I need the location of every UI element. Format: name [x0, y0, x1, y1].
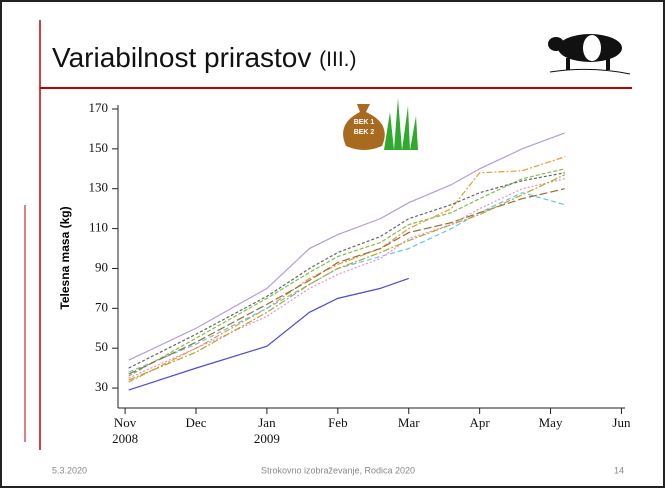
pig-icon: [548, 34, 631, 75]
bag-label: BEK 2: [354, 129, 375, 136]
x-tick-label: Jan 2009: [254, 415, 280, 446]
y-tick-label: 150: [89, 140, 109, 155]
series-line: [128, 168, 565, 377]
x-tick-label: May: [539, 415, 563, 430]
y-tick-label: 70: [95, 299, 108, 314]
x-tick-label: Dec: [186, 415, 207, 430]
footer-page: 14: [614, 465, 624, 475]
grass-icon: [384, 98, 418, 150]
series-line: [128, 192, 565, 373]
y-tick-label: 170: [89, 100, 109, 115]
series-line: [128, 132, 565, 361]
bag-icon: BEK 1 BEK 2: [343, 104, 385, 150]
series-line: [128, 178, 565, 379]
x-tick-label: Apr: [470, 415, 491, 430]
x-tick-label: Mar: [398, 415, 420, 430]
footer-center: Strokovno izobraževanje, Rodica 2020: [261, 465, 415, 475]
y-tick-label: 30: [95, 379, 108, 394]
slide-title: Variabilnost prirastov (III.): [52, 42, 356, 73]
series-line: [128, 277, 409, 391]
x-tick-label: Feb: [328, 415, 348, 430]
y-axis-label: Telesna masa (kg): [58, 206, 72, 309]
y-tick-label: 130: [89, 180, 109, 195]
footer-date: 5.3.2020: [52, 465, 87, 475]
series-line: [128, 174, 565, 381]
bag-label: BEK 1: [354, 119, 375, 126]
y-tick-label: 50: [95, 339, 108, 354]
y-tick-label: 90: [95, 259, 108, 274]
x-tick-label: Jun: [612, 415, 631, 430]
y-tick-label: 110: [89, 220, 108, 235]
x-tick-label: Nov 2008: [112, 415, 138, 446]
